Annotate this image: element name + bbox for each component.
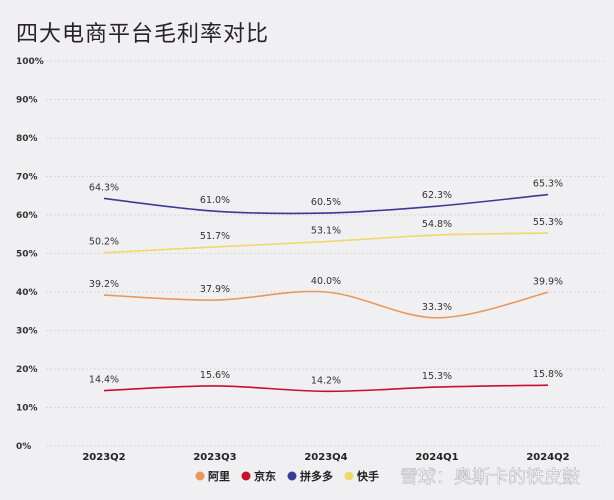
y-tick-label: 20% (16, 365, 38, 375)
series-line-1 (103, 384, 549, 393)
data-label: 40.0% (311, 276, 341, 287)
series-line-0 (103, 290, 549, 319)
series-line-2 (103, 193, 549, 215)
y-tick-label: 60% (16, 211, 38, 221)
data-label: 33.3% (422, 302, 452, 313)
series-line-3 (103, 232, 549, 254)
y-tick-label: 0% (16, 442, 31, 452)
data-label: 60.5% (311, 197, 341, 208)
data-label: 14.4% (89, 375, 119, 386)
data-label: 61.0% (200, 195, 230, 206)
data-label: 53.1% (311, 226, 341, 237)
x-tick-label: 2023Q3 (193, 452, 236, 463)
data-label: 62.3% (422, 190, 452, 201)
watermark: 雪球：奥斯卡的铁皮鼓 (400, 467, 580, 488)
legend-marker (344, 471, 354, 481)
y-tick-label: 80% (16, 134, 38, 144)
legend-marker (195, 471, 205, 481)
data-label: 39.2% (89, 279, 119, 290)
data-label: 39.9% (533, 276, 563, 287)
legend-marker (287, 471, 297, 481)
y-tick-label: 30% (16, 327, 38, 337)
data-label: 64.3% (89, 182, 119, 193)
data-label: 65.3% (533, 179, 563, 190)
legend-label: 快手 (356, 469, 379, 483)
data-label: 37.9% (200, 284, 230, 295)
data-label: 15.6% (200, 370, 230, 381)
y-tick-label: 50% (16, 250, 38, 260)
data-label: 55.3% (533, 217, 563, 228)
x-tick-label: 2024Q1 (415, 452, 458, 463)
y-tick-label: 70% (16, 173, 38, 183)
data-label: 15.8% (533, 369, 563, 380)
legend-marker (241, 471, 251, 481)
chart-title: 四大电商平台毛利率对比 (16, 22, 270, 47)
data-label: 54.8% (422, 219, 452, 230)
legend-label: 阿里 (208, 469, 230, 483)
legend-label: 京东 (254, 469, 276, 483)
y-tick-label: 10% (16, 404, 38, 414)
data-label: 50.2% (89, 237, 119, 248)
y-tick-label: 100% (16, 57, 44, 67)
x-tick-label: 2024Q2 (526, 452, 569, 463)
y-tick-label: 40% (16, 288, 38, 298)
x-tick-label: 2023Q4 (304, 452, 347, 463)
y-tick-label: 90% (16, 96, 38, 106)
data-label: 51.7% (200, 231, 230, 242)
x-tick-label: 2023Q2 (82, 452, 125, 463)
legend-label: 拼多多 (300, 469, 333, 483)
data-label: 15.3% (422, 371, 452, 382)
data-label: 14.2% (311, 375, 341, 386)
